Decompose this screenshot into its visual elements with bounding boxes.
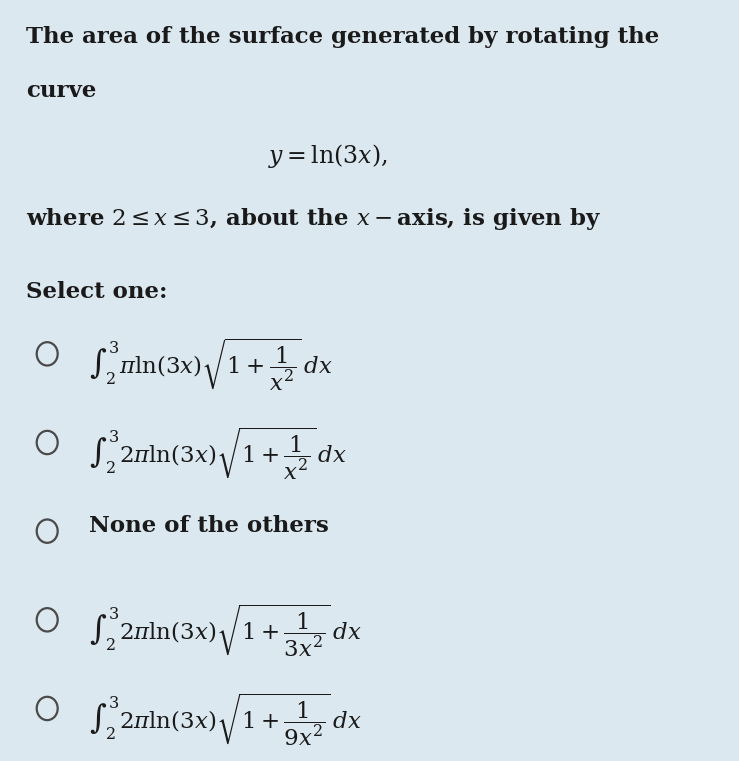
Text: $\int_2^3 \pi \ln (3x) \sqrt{1 + \dfrac{1}{x^2}}\, dx$: $\int_2^3 \pi \ln (3x) \sqrt{1 + \dfrac{… xyxy=(89,337,332,393)
Text: $\int_2^3 2\pi \ln (3x) \sqrt{1 + \dfrac{1}{x^2}}\, dx$: $\int_2^3 2\pi \ln (3x) \sqrt{1 + \dfrac… xyxy=(89,426,347,482)
Text: $\int_2^3 2\pi \ln (3x) \sqrt{1 + \dfrac{1}{9x^2}}\, dx$: $\int_2^3 2\pi \ln (3x) \sqrt{1 + \dfrac… xyxy=(89,692,361,748)
Text: where $2 \leq x \leq 3$, about the $x-$axis, is given by: where $2 \leq x \leq 3$, about the $x-$a… xyxy=(26,205,602,232)
Text: $y = \ln (3x),$: $y = \ln (3x),$ xyxy=(268,142,388,170)
Text: The area of the surface generated by rotating the: The area of the surface generated by rot… xyxy=(26,27,659,48)
Text: curve: curve xyxy=(26,81,97,103)
Text: Select one:: Select one: xyxy=(26,281,168,303)
Text: $\int_2^3 2\pi \ln (3x) \sqrt{1 + \dfrac{1}{3x^2}}\, dx$: $\int_2^3 2\pi \ln (3x) \sqrt{1 + \dfrac… xyxy=(89,603,361,659)
Text: None of the others: None of the others xyxy=(89,514,328,537)
